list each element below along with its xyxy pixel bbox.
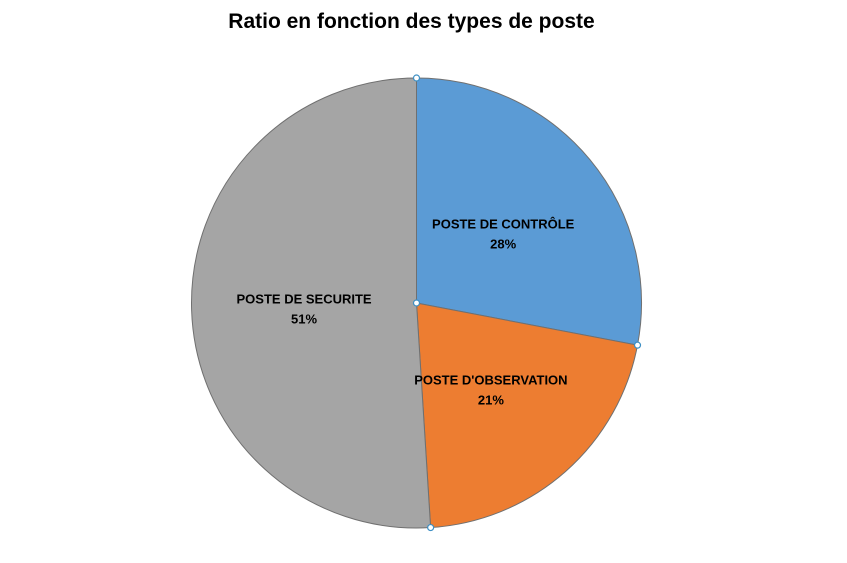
pie-slices bbox=[191, 77, 642, 529]
slice-label-poste-de-controle: POSTE DE CONTRÔLE bbox=[432, 216, 575, 231]
selection-handle-center[interactable] bbox=[412, 299, 421, 307]
slice-percent-poste-de-controle: 28% bbox=[490, 236, 516, 251]
selection-handle-edge-2[interactable] bbox=[633, 341, 642, 349]
pie-labels: POSTE DE CONTRÔLE 28% POSTE D'OBSERVATION 2… bbox=[237, 216, 575, 407]
slice-percent-poste-de-securite: 51% bbox=[291, 312, 317, 327]
slice-label-poste-de-securite: POSTE DE SECURITE bbox=[237, 292, 372, 307]
selection-handle-edge-3[interactable] bbox=[427, 523, 435, 532]
chart-title: Ratio en fonction des types de poste bbox=[228, 10, 595, 33]
pie-slice-poste-de-securite[interactable] bbox=[191, 77, 432, 529]
selection-handles bbox=[412, 74, 642, 532]
selection-handle-edge-1[interactable] bbox=[412, 74, 421, 82]
slice-label-poste-d-observation: POSTE D'OBSERVATION bbox=[414, 372, 567, 387]
pie-slice-poste-d-observation[interactable] bbox=[415, 302, 639, 529]
slice-percent-poste-d-observation: 21% bbox=[478, 392, 504, 407]
pie-slice-poste-de-controle[interactable] bbox=[416, 77, 642, 346]
